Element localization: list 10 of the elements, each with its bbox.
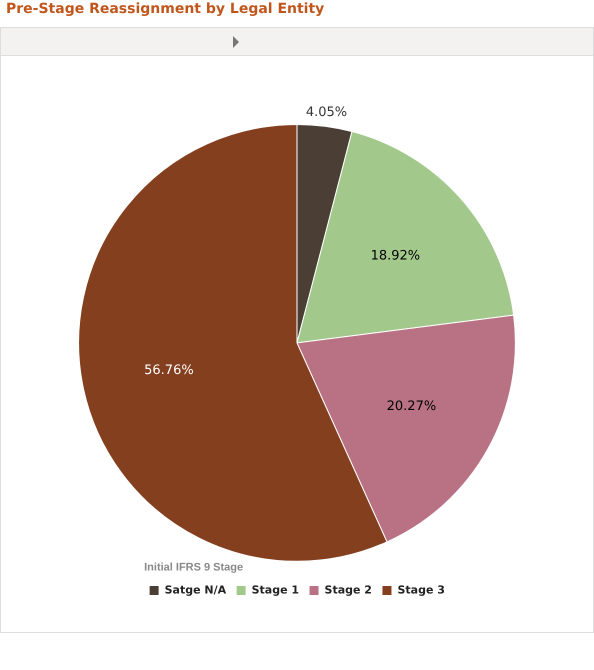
legend-title: Initial IFRS 9 Stage	[144, 561, 244, 574]
chart-title: Pre-Stage Reassignment by Legal Entity	[6, 1, 324, 17]
legend-label: Stage 3	[397, 583, 445, 596]
data-label: 18.92%	[370, 248, 420, 264]
data-label: 56.76%	[144, 362, 194, 378]
legend-label: Satge N/A	[164, 583, 227, 596]
data-label: 20.27%	[386, 399, 436, 414]
legend-label: Stage 2	[324, 583, 372, 596]
legend-label: Stage 1	[252, 583, 300, 596]
data-label: 4.05%	[306, 104, 348, 120]
